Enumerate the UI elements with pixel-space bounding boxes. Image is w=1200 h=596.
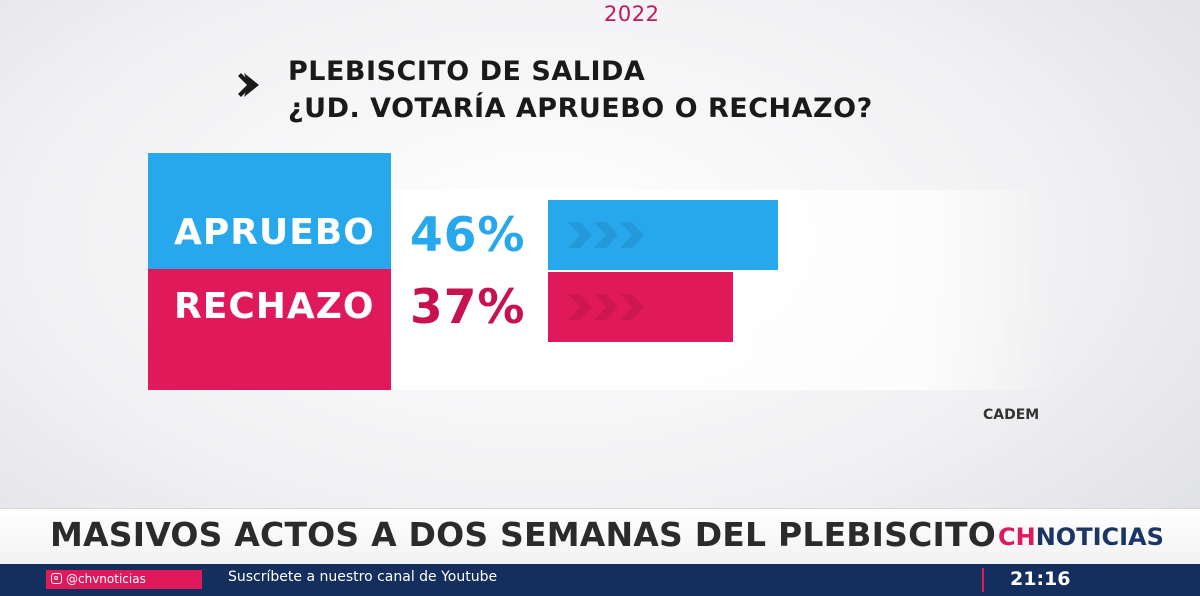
chevron-decoration-icon <box>568 294 592 320</box>
clock: 21:16 <box>1010 568 1071 590</box>
bar-rect-apruebo <box>548 200 778 270</box>
bar-rechazo <box>548 272 733 342</box>
social-handle: @chvnoticias <box>66 572 146 586</box>
news-ticker: @chvnoticias Suscríbete a nuestro canal … <box>0 564 1200 596</box>
value-label-apruebo: 46% <box>410 208 526 263</box>
channel-logo: CHNOTICIAS <box>998 523 1164 551</box>
bars-svg <box>548 200 778 342</box>
logo-suffix: NOTICIAS <box>1035 523 1164 551</box>
chevron-decoration-icon <box>620 294 644 320</box>
bar-chart: APRUEBO RECHAZO 46% 37% CADEM <box>148 153 1052 423</box>
chevron-decoration-icon <box>620 222 644 248</box>
chevron-right-icon <box>238 73 259 97</box>
source-label: CADEM <box>983 407 1040 423</box>
social-handle-tab: @chvnoticias <box>46 570 202 589</box>
category-label-rechazo: RECHAZO <box>148 269 391 390</box>
headline: MASIVOS ACTOS A DOS SEMANAS DEL PLEBISCI… <box>50 515 996 554</box>
chevron-decoration-icon <box>568 222 592 248</box>
instagram-icon <box>51 573 62 584</box>
ticker-message: Suscríbete a nuestro canal de Youtube <box>228 569 498 585</box>
bar-rect-rechazo <box>548 272 733 342</box>
clock-divider <box>982 568 984 592</box>
category-label-apruebo: APRUEBO <box>148 153 391 269</box>
year-label: 2022 <box>604 2 660 26</box>
chart-title: PLEBISCITO DE SALIDA <box>288 56 646 87</box>
value-label-rechazo: 37% <box>410 280 526 335</box>
bar-apruebo <box>548 200 778 270</box>
logo-prefix: CH <box>998 523 1036 551</box>
chevron-decoration-icon <box>594 294 618 320</box>
lower-third: MASIVOS ACTOS A DOS SEMANAS DEL PLEBISCI… <box>0 508 1200 565</box>
chevron-decoration-icon <box>594 222 618 248</box>
chart-subtitle: ¿UD. VOTARÍA APRUEBO O RECHAZO? <box>288 93 873 124</box>
